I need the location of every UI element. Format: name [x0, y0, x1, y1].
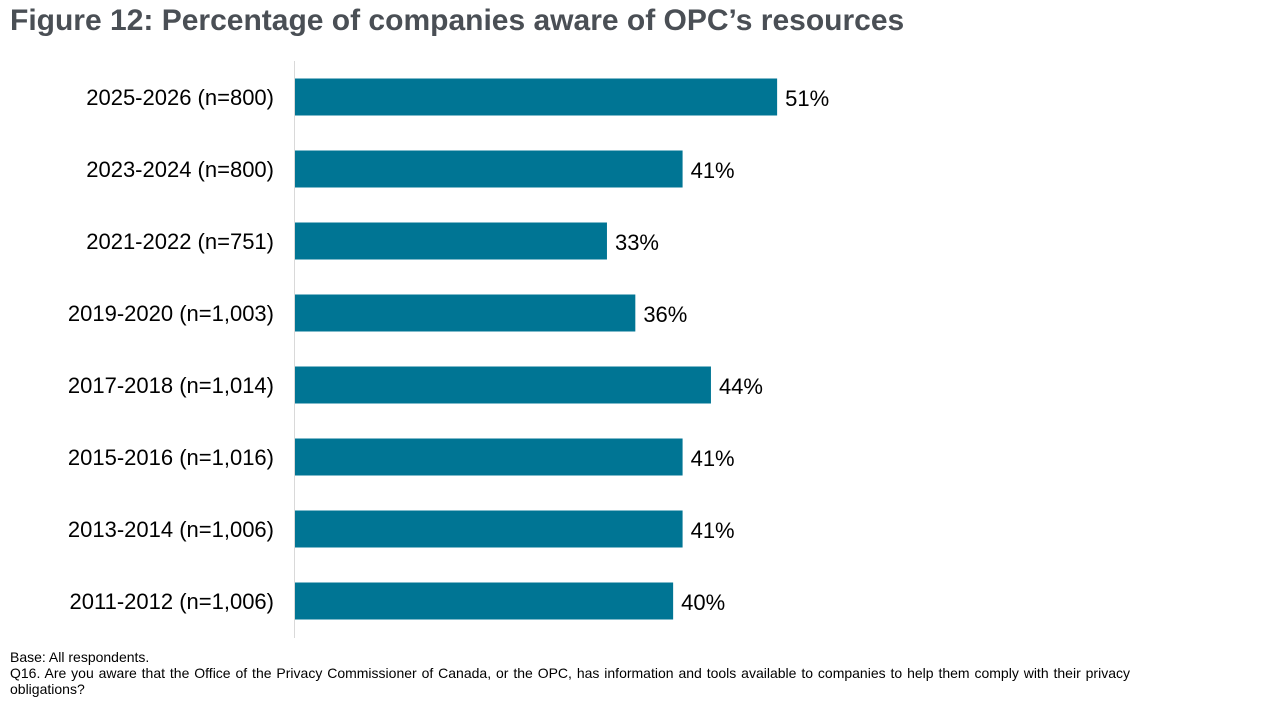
chart-footnote: Base: All respondents. Q16. Are you awar…: [10, 649, 1130, 697]
footnote-base: Base: All respondents.: [10, 649, 150, 665]
bar: [295, 222, 607, 260]
footnote-question: Q16. Are you aware that the Office of th…: [10, 665, 1130, 697]
data-label: 41%: [691, 518, 735, 543]
data-label: 51%: [785, 86, 829, 111]
bar: [295, 438, 683, 476]
category-label: 2019-2020 (n=1,003): [68, 301, 274, 326]
category-label: 2023-2024 (n=800): [86, 157, 274, 182]
data-label: 36%: [643, 302, 687, 327]
category-label: 2013-2014 (n=1,006): [68, 517, 274, 542]
category-label: 2015-2016 (n=1,016): [68, 445, 274, 470]
category-label: 2017-2018 (n=1,014): [68, 373, 274, 398]
data-label: 41%: [691, 158, 735, 183]
bar: [295, 366, 711, 404]
category-label: 2011-2012 (n=1,006): [70, 589, 274, 614]
bar: [295, 582, 674, 620]
category-label: 2025-2026 (n=800): [86, 85, 274, 110]
bar: [295, 150, 683, 188]
data-label: 33%: [615, 230, 659, 255]
data-label: 44%: [719, 374, 763, 399]
category-label: 2021-2022 (n=751): [86, 229, 274, 254]
bar: [295, 78, 778, 116]
data-label: 40%: [681, 590, 725, 615]
data-label: 41%: [691, 446, 735, 471]
bar: [295, 510, 683, 548]
chart-title: Figure 12: Percentage of companies aware…: [10, 4, 905, 37]
bar: [295, 294, 636, 332]
